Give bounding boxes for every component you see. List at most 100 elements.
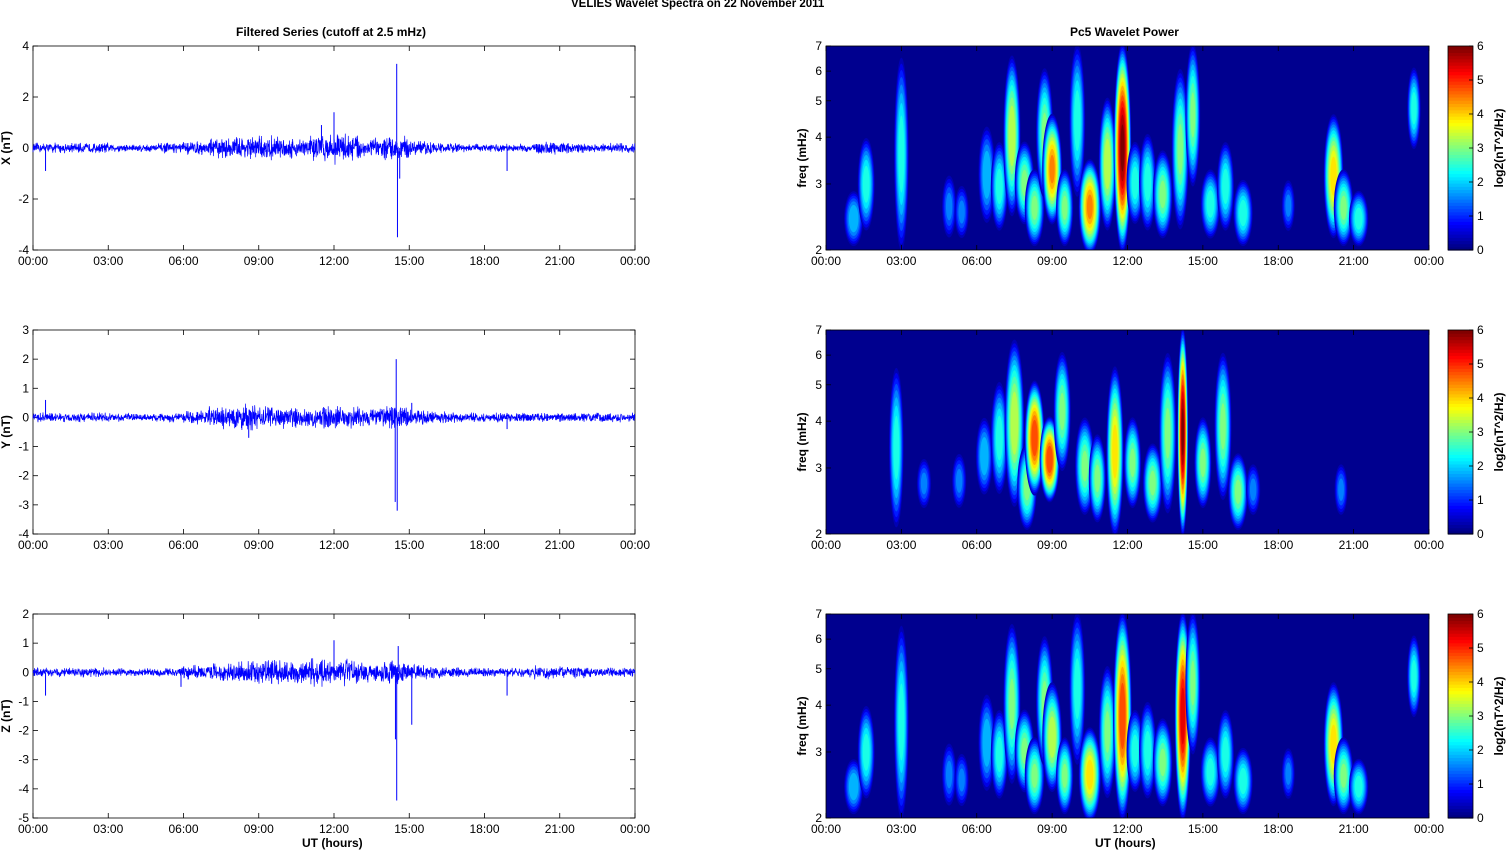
colorbar-cell: [1448, 792, 1473, 797]
power-contour: [862, 733, 870, 771]
colorbar-cell: [1448, 626, 1473, 631]
power-blob: [952, 454, 967, 508]
power-blob: [1214, 352, 1232, 501]
power-blob: [1088, 434, 1106, 523]
power-blob: [1348, 190, 1369, 247]
power-blob: [1216, 710, 1235, 799]
colorbar-cell: [1448, 393, 1473, 398]
colorbar-cell: [1448, 530, 1473, 535]
colorbar-cell: [1448, 814, 1473, 819]
colorbar-cell: [1448, 633, 1473, 637]
colorbar-cell: [1448, 132, 1473, 136]
colorbar-tick-label: 2: [1477, 459, 1484, 473]
colorbar-cell: [1448, 674, 1473, 679]
colorbar-cell: [1448, 176, 1473, 181]
colorbar-cell: [1448, 770, 1473, 774]
colorbar-cell: [1448, 409, 1473, 414]
power-contour: [1206, 190, 1215, 218]
colorbar-cell: [1448, 457, 1473, 462]
power-blob: [1174, 614, 1191, 818]
colorbar-cell: [1448, 652, 1473, 657]
colorbar-tick-label: 4: [1477, 107, 1484, 121]
colorbar-cell: [1448, 355, 1473, 360]
power-contour: [1239, 199, 1247, 227]
power-blob: [1200, 169, 1221, 239]
colorbar-cell: [1448, 639, 1473, 644]
power-contour: [1411, 659, 1417, 693]
colorbar-cell: [1448, 135, 1473, 140]
colorbar-cell: [1448, 157, 1473, 162]
power-contour: [862, 165, 870, 203]
colorbar-cell: [1448, 473, 1473, 478]
x-tick-label: 00:00: [18, 538, 48, 552]
power-contour: [1285, 762, 1292, 785]
x-tick-label: 00:00: [1414, 538, 1444, 552]
power-contour: [1120, 124, 1125, 172]
colorbar-cell: [1448, 112, 1473, 117]
power-blob: [1228, 453, 1248, 531]
colorbar-cell: [1448, 58, 1473, 63]
colorbar-cell: [1448, 680, 1473, 685]
power-contour: [1354, 207, 1363, 230]
power-blob: [954, 753, 969, 806]
colorbar-cell: [1448, 128, 1473, 133]
power-contour: [1031, 419, 1038, 457]
power-contour: [1234, 479, 1242, 504]
colorbar-cell: [1448, 476, 1473, 481]
colorbar-cell: [1448, 703, 1473, 708]
y-axis-label: freq (mHz): [795, 696, 809, 755]
colorbar-tick-label: 3: [1477, 141, 1484, 155]
colorbar-cell: [1448, 658, 1473, 663]
colorbar-cell: [1448, 358, 1473, 363]
colorbar-cell: [1448, 406, 1473, 411]
power-blob: [1348, 758, 1369, 815]
colorbar-cell: [1448, 719, 1473, 723]
power-contour: [893, 415, 900, 480]
colorbar-cell: [1448, 655, 1473, 660]
colorbar-cell: [1448, 435, 1473, 439]
colorbar-cell: [1448, 106, 1473, 111]
colorbar-cell: [1448, 109, 1473, 114]
right-xlabel: UT (hours): [1095, 836, 1156, 850]
power-contour: [1330, 156, 1337, 196]
colorbar-cell: [1448, 192, 1473, 197]
power-contour: [980, 437, 989, 476]
power-blob: [1024, 380, 1045, 496]
power-blob: [990, 710, 1008, 799]
colorbar-cell: [1448, 514, 1473, 519]
colorbar-cell: [1448, 700, 1473, 704]
colorbar-cell: [1448, 163, 1473, 168]
power-blob: [1185, 614, 1201, 755]
x-tick-label: 21:00: [545, 254, 575, 268]
colorbar-cell: [1448, 422, 1473, 427]
colorbar-tick-label: 6: [1477, 39, 1484, 53]
power-contour: [898, 115, 905, 193]
colorbar-cell: [1448, 483, 1473, 487]
colorbar-cell: [1448, 218, 1473, 222]
colorbar-cell: [1448, 151, 1473, 155]
colorbar-cell: [1448, 77, 1473, 82]
y-tick-label: 2: [22, 90, 29, 104]
power-contour: [1131, 166, 1139, 200]
colorbar-cell: [1448, 454, 1473, 459]
power-blob: [894, 625, 909, 818]
colorbar-cell: [1448, 205, 1473, 210]
colorbar-cell: [1448, 444, 1473, 449]
colorbar-cell: [1448, 508, 1473, 513]
spectrum-blobs: [844, 46, 1421, 250]
colorbar-cell: [1448, 741, 1473, 746]
colorbar-cell: [1448, 805, 1473, 810]
power-contour: [1180, 687, 1185, 745]
power-contour: [945, 760, 953, 789]
x-tick-label: 03:00: [886, 254, 916, 268]
colorbar-cell: [1448, 642, 1473, 647]
power-blob: [857, 137, 875, 231]
colorbar-tick-label: 2: [1477, 175, 1484, 189]
colorbar-cell: [1448, 224, 1473, 229]
time-series-line: [32, 403, 636, 431]
x-tick-label: 00:00: [620, 254, 650, 268]
power-blob: [1185, 46, 1201, 187]
y-tick-label: -2: [18, 192, 29, 206]
colorbar-tick-label: 5: [1477, 641, 1484, 655]
